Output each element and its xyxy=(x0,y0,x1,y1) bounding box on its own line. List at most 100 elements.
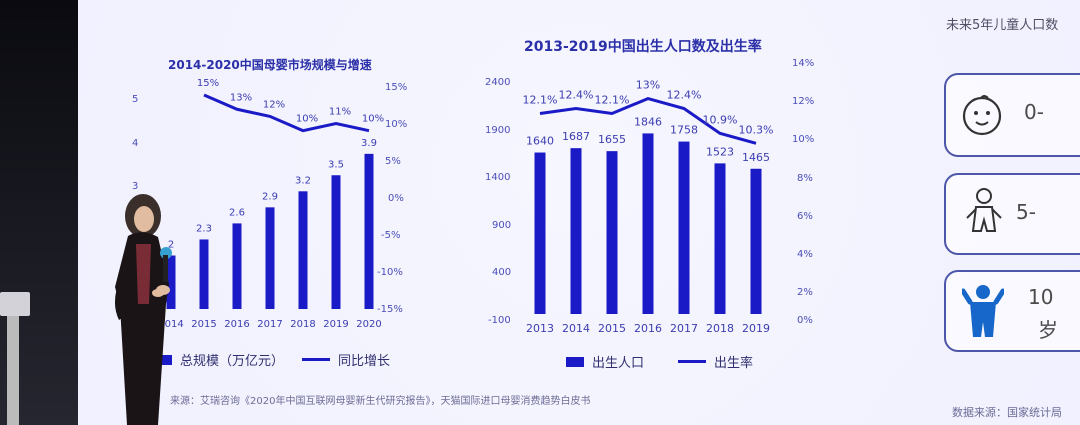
left-growth-label-2019: 11% xyxy=(329,107,351,118)
middle-line-legend-swatch xyxy=(678,360,706,363)
middle-rate-label-2018: 10.9% xyxy=(703,113,738,126)
left-bar-label-2014: 2 xyxy=(168,240,174,251)
left-chart-title: 2014-2020中国母婴市场规模与增速 xyxy=(168,58,372,72)
middle-x-tick-2018: 2018 xyxy=(706,322,734,335)
left-growth-label-2020: 10% xyxy=(362,114,384,125)
left-bar-label-2020: 3.9 xyxy=(361,138,377,149)
middle-bar-label-2019: 1465 xyxy=(742,151,770,164)
right-panel-title: 未来5年儿童人口数 xyxy=(946,18,1059,33)
middle-x-tick-2019: 2019 xyxy=(742,322,770,335)
middle-left-tick-1900: 1900 xyxy=(485,125,511,136)
left-chart-right-tick-minus15: -15% xyxy=(377,304,403,315)
middle-right-tick-10: 10% xyxy=(792,134,815,145)
podium-post xyxy=(7,316,19,425)
middle-right-tick-2: 2% xyxy=(797,287,813,298)
left-chart-legend-line: 同比增长 xyxy=(302,350,390,369)
middle-chart-title: 2013-2019中国出生人口数及出生率 xyxy=(524,39,762,55)
left-bar-2020 xyxy=(364,153,374,309)
age-card-0: 0- xyxy=(944,73,1080,157)
middle-bar-label-2018: 1523 xyxy=(706,145,734,158)
left-chart-left-tick-5: 5 xyxy=(132,94,139,105)
middle-bar-2019 xyxy=(750,168,762,314)
left-chart-right-tick-minus5: -5% xyxy=(381,230,401,241)
middle-left-tick-minus100: -100 xyxy=(488,315,511,326)
middle-bar-2013 xyxy=(534,152,546,314)
left-chart-left-tick-3: 3 xyxy=(132,181,139,192)
middle-right-tick-4: 4% xyxy=(797,249,813,260)
middle-right-tick-8: 8% xyxy=(797,173,813,184)
left-x-tick-2018: 2018 xyxy=(290,319,315,330)
middle-x-tick-2013: 2013 xyxy=(526,322,554,335)
middle-right-tick-6: 6% xyxy=(797,211,813,222)
left-x-tick-2015: 2015 xyxy=(191,319,216,330)
child-icon xyxy=(966,188,1002,232)
middle-left-tick-400: 400 xyxy=(492,267,512,278)
age-card-1: 5- xyxy=(944,173,1080,255)
left-growth-label-2018: 10% xyxy=(296,114,318,125)
age-card-1-label: 5- xyxy=(1016,200,1036,224)
middle-rate-label-2019: 10.3% xyxy=(739,123,774,136)
middle-chart-legend-bar-label: 出生人口 xyxy=(592,356,645,371)
left-chart-legend-line-label: 同比增长 xyxy=(338,354,391,369)
line-legend-swatch xyxy=(302,358,330,361)
left-chart-svg: 2 2014 2.3 2015 2.6 2016 2.9 2017 3.2 2018 3.5 2019… xyxy=(158,78,384,330)
age-card-2: 10 岁 xyxy=(944,270,1080,352)
bar-legend-swatch xyxy=(154,354,172,365)
podium-edge xyxy=(0,292,30,316)
left-bar-2016 xyxy=(232,223,242,309)
left-bar-label-2015: 2.3 xyxy=(196,223,212,234)
left-chart-legend-bar: 总规模（万亿元） xyxy=(154,350,284,369)
left-chart-right-tick-5: 5% xyxy=(385,156,401,167)
left-growth-line xyxy=(203,93,370,133)
age-card-0-label: 0- xyxy=(1024,100,1044,124)
left-chart-left-tick-4: 4 xyxy=(132,138,139,149)
left-bar-label-2016: 2.6 xyxy=(229,207,245,218)
right-source-text: 数据来源：国家统计局 xyxy=(952,406,1062,419)
left-bar-label-2019: 3.5 xyxy=(328,159,344,170)
middle-bar-2015 xyxy=(606,151,618,314)
left-bar-2014 xyxy=(166,255,176,309)
middle-x-tick-2015: 2015 xyxy=(598,322,626,335)
left-x-tick-2020: 2020 xyxy=(356,319,381,330)
middle-left-tick-900: 900 xyxy=(492,220,512,231)
middle-chart-legend-bar: 出生人口 xyxy=(566,352,644,371)
left-source-text: 来源：艾瑞咨询《2020年中国互联网母婴新生代研究报告》，天猫国际进口母婴消费趋… xyxy=(170,396,591,407)
middle-rate-label-2015: 12.1% xyxy=(595,93,630,106)
left-bar-2017 xyxy=(265,207,275,309)
age-card-2-number: 10 xyxy=(1028,285,1054,309)
age-card-2-unit: 岁 xyxy=(1038,318,1058,342)
left-bar-label-2018: 3.2 xyxy=(295,175,311,186)
middle-x-tick-2016: 2016 xyxy=(634,322,662,335)
middle-bar-label-2017: 1758 xyxy=(670,124,698,137)
left-x-tick-2016: 2016 xyxy=(224,319,249,330)
left-x-tick-2014: 2014 xyxy=(158,319,183,330)
left-growth-label-2017: 12% xyxy=(263,99,285,110)
middle-chart-legend-line: 出生率 xyxy=(678,352,753,371)
middle-bar-2018 xyxy=(714,163,726,314)
kid-icon xyxy=(962,285,1004,337)
middle-x-tick-2014: 2014 xyxy=(562,322,590,335)
middle-birth-rate-line xyxy=(539,96,757,145)
middle-rate-label-2014: 12.4% xyxy=(559,89,594,102)
baby-face-icon xyxy=(962,95,1002,136)
middle-chart-legend-line-label: 出生率 xyxy=(714,356,754,371)
middle-bar-legend-swatch xyxy=(566,356,584,367)
middle-right-tick-0: 0% xyxy=(797,315,813,326)
middle-rate-label-2017: 12.4% xyxy=(667,89,702,102)
middle-left-tick-2400: 2400 xyxy=(485,77,511,88)
presenter-person xyxy=(114,194,172,425)
middle-bar-2017 xyxy=(678,141,690,314)
left-chart-right-tick-15: 15% xyxy=(385,82,408,93)
middle-bar-label-2014: 1687 xyxy=(562,130,590,143)
middle-bar-label-2013: 1640 xyxy=(526,135,554,148)
middle-chart-svg: 1640 2013 1687 2014 1655 2015 1846 2016 1758 2017… xyxy=(523,79,774,335)
middle-x-tick-2017: 2017 xyxy=(670,322,698,335)
middle-right-tick-14: 14% xyxy=(792,58,815,69)
left-chart-right-tick-0: 0% xyxy=(388,193,404,204)
middle-bar-2014 xyxy=(570,148,582,314)
middle-left-tick-1400: 1400 xyxy=(485,172,511,183)
middle-rate-label-2013: 12.1% xyxy=(523,93,558,106)
middle-bar-label-2015: 1655 xyxy=(598,133,626,146)
middle-bar-2016 xyxy=(642,133,654,314)
